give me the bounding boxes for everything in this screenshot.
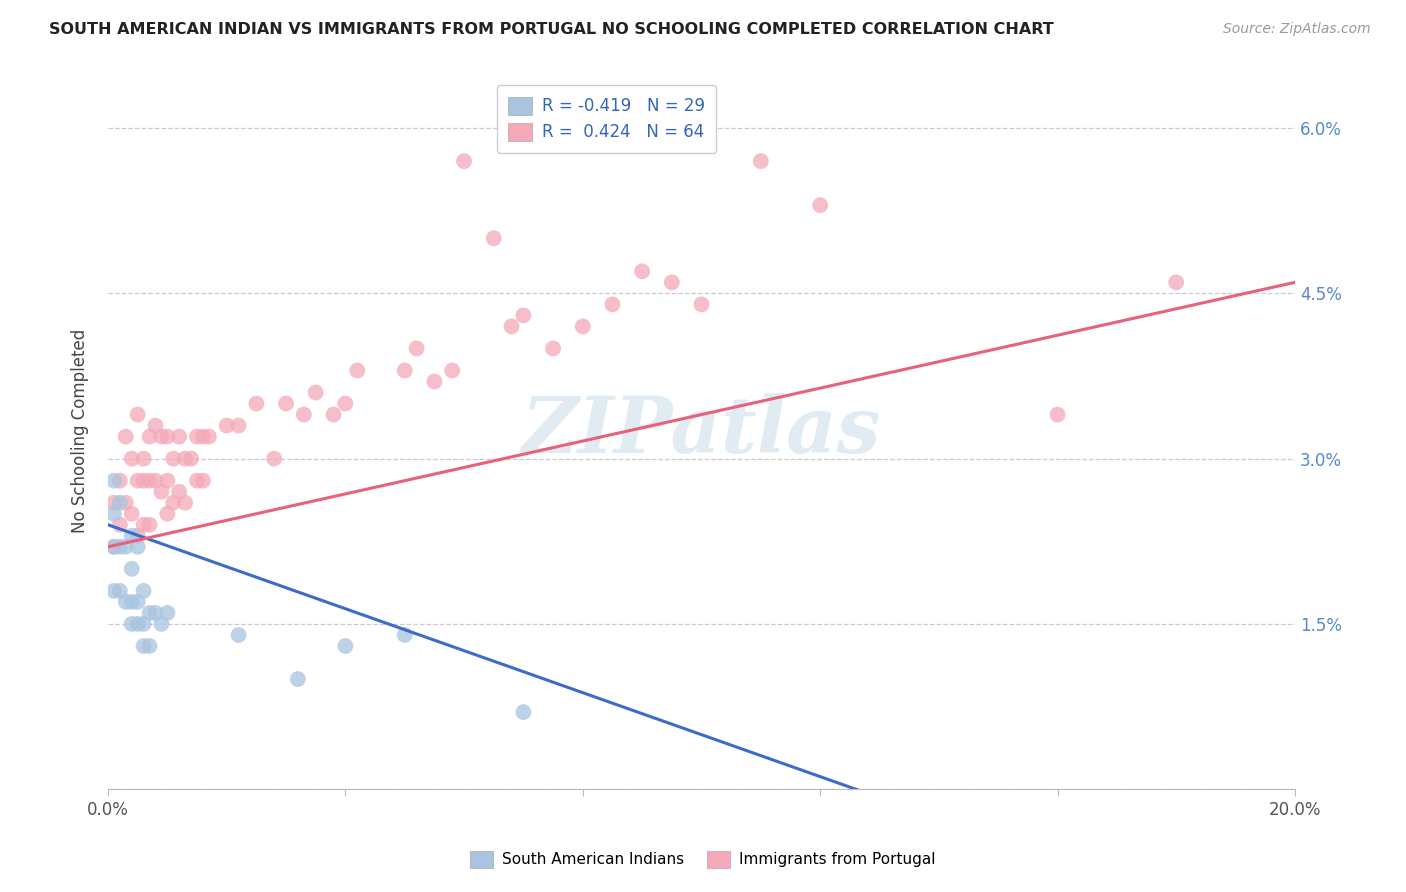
Point (145, 606, 167, 620)
Point (114, 595, 136, 609)
Point (405, 342, 427, 356)
Point (512, 705, 534, 719)
Point (690, 297, 713, 311)
Point (114, 540, 136, 554)
Point (108, 517, 131, 532)
Point (167, 429, 190, 443)
Legend: R = -0.419   N = 29, R =  0.424   N = 64: R = -0.419 N = 29, R = 0.424 N = 64 (496, 85, 716, 153)
Point (150, 616, 173, 631)
Point (191, 474, 214, 488)
Point (108, 583, 131, 598)
Point (198, 429, 221, 443)
Point (127, 616, 149, 631)
Point (156, 507, 179, 521)
Point (292, 408, 315, 422)
Point (103, 474, 125, 488)
Point (103, 540, 125, 554)
Point (482, 231, 505, 245)
Point (191, 429, 214, 443)
Point (138, 606, 160, 620)
Point (103, 540, 125, 554)
Point (150, 484, 173, 499)
Point (167, 484, 190, 499)
Point (132, 474, 155, 488)
Text: ZIPatlas: ZIPatlas (522, 392, 882, 469)
Point (103, 507, 125, 521)
Legend: South American Indians, Immigrants from Portugal: South American Indians, Immigrants from … (464, 845, 942, 873)
Point (156, 474, 179, 488)
Point (512, 309, 534, 323)
Point (174, 496, 197, 510)
Point (186, 429, 208, 443)
Point (335, 396, 357, 410)
Point (305, 385, 328, 400)
Point (114, 429, 136, 443)
Point (394, 628, 416, 642)
Point (138, 474, 160, 488)
Point (121, 595, 143, 609)
Point (127, 540, 149, 554)
Point (121, 451, 143, 466)
Point (453, 154, 475, 169)
Point (287, 672, 309, 686)
Point (127, 595, 149, 609)
Point (501, 319, 523, 334)
Point (186, 474, 208, 488)
Text: SOUTH AMERICAN INDIAN VS IMMIGRANTS FROM PORTUGAL NO SCHOOLING COMPLETED CORRELA: SOUTH AMERICAN INDIAN VS IMMIGRANTS FROM… (49, 22, 1054, 37)
Point (541, 342, 564, 356)
Point (1046, 408, 1069, 422)
Point (138, 639, 160, 653)
Point (145, 474, 167, 488)
Point (127, 529, 149, 543)
Point (228, 628, 250, 642)
Point (602, 297, 624, 311)
Text: Source: ZipAtlas.com: Source: ZipAtlas.com (1223, 22, 1371, 37)
Point (132, 517, 155, 532)
Point (274, 396, 297, 410)
Point (1166, 276, 1188, 290)
Point (322, 408, 344, 422)
Point (156, 606, 179, 620)
Point (245, 396, 267, 410)
Point (162, 451, 184, 466)
Point (121, 562, 143, 576)
Point (121, 507, 143, 521)
Point (180, 451, 202, 466)
Point (215, 418, 238, 433)
Point (749, 154, 772, 169)
Y-axis label: No Schooling Completed: No Schooling Completed (72, 329, 89, 533)
Point (127, 408, 149, 422)
Point (441, 363, 464, 377)
Point (174, 451, 197, 466)
Point (631, 264, 654, 278)
Point (132, 583, 155, 598)
Point (156, 429, 179, 443)
Point (145, 418, 167, 433)
Point (808, 198, 831, 212)
Point (103, 496, 125, 510)
Point (346, 363, 368, 377)
Point (162, 496, 184, 510)
Point (571, 319, 593, 334)
Point (114, 496, 136, 510)
Point (132, 639, 155, 653)
Point (103, 583, 125, 598)
Point (108, 474, 131, 488)
Point (661, 276, 683, 290)
Point (228, 418, 250, 433)
Point (150, 429, 173, 443)
Point (394, 363, 416, 377)
Point (423, 375, 446, 389)
Point (108, 496, 131, 510)
Point (121, 616, 143, 631)
Point (138, 517, 160, 532)
Point (108, 540, 131, 554)
Point (127, 474, 149, 488)
Point (138, 429, 160, 443)
Point (121, 529, 143, 543)
Point (335, 639, 357, 653)
Point (132, 451, 155, 466)
Point (263, 451, 285, 466)
Point (132, 616, 155, 631)
